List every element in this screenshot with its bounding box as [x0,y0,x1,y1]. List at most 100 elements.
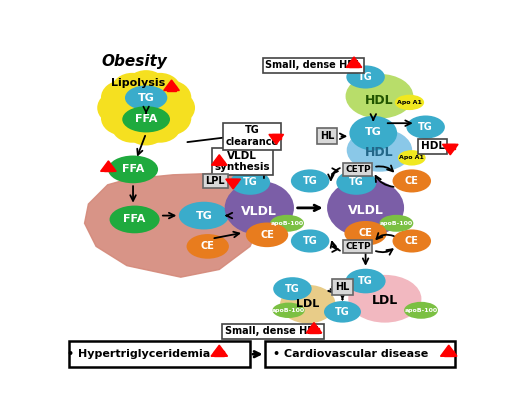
Ellipse shape [153,90,195,125]
Ellipse shape [139,108,181,143]
Text: Apo A1: Apo A1 [399,156,424,161]
Polygon shape [215,161,224,165]
Text: TG: TG [303,236,317,246]
Text: CE: CE [201,241,215,251]
Text: apoB-100: apoB-100 [270,221,304,226]
Text: TG: TG [349,178,364,188]
Text: TG: TG [243,178,258,188]
Ellipse shape [347,128,412,172]
Polygon shape [306,323,322,333]
Ellipse shape [404,302,438,319]
Text: TG: TG [358,276,373,286]
Ellipse shape [270,215,304,232]
Text: TG: TG [335,307,350,317]
Ellipse shape [346,74,413,118]
Ellipse shape [101,80,143,115]
Polygon shape [211,345,227,356]
Polygon shape [164,80,179,90]
Ellipse shape [348,275,421,323]
Text: Lipolysis: Lipolysis [111,78,165,88]
Ellipse shape [139,73,181,108]
Text: TG: TG [418,122,433,132]
Text: VLDL: VLDL [241,205,278,218]
Ellipse shape [346,65,385,88]
Text: TG: TG [285,284,300,294]
Ellipse shape [291,229,329,253]
Text: HDL: HDL [420,141,444,151]
Ellipse shape [113,79,179,137]
Ellipse shape [149,80,191,115]
Polygon shape [167,86,176,90]
Text: CE: CE [260,230,274,240]
Ellipse shape [186,234,229,259]
Ellipse shape [398,150,425,166]
FancyBboxPatch shape [69,341,250,367]
Text: TG
clearance: TG clearance [226,126,279,147]
Ellipse shape [273,277,312,300]
Ellipse shape [280,285,335,324]
Ellipse shape [345,221,387,246]
Text: FFA: FFA [123,214,146,224]
Ellipse shape [125,111,167,146]
Ellipse shape [230,170,270,195]
Polygon shape [229,179,238,183]
Text: apoB-100: apoB-100 [380,221,413,226]
Ellipse shape [101,100,143,135]
Text: VLDL
synthesis: VLDL synthesis [215,151,270,173]
Text: TG: TG [303,176,317,186]
Polygon shape [101,161,116,171]
Ellipse shape [393,229,431,253]
Ellipse shape [125,70,167,105]
Text: FFA: FFA [135,114,157,124]
Ellipse shape [324,301,361,323]
Polygon shape [104,167,113,171]
Text: LPL: LPL [206,176,225,186]
Text: • Cardiovascular disease: • Cardiovascular disease [272,349,428,359]
Text: LDL: LDL [296,299,319,309]
Text: CE: CE [358,228,373,238]
Text: apoB-100: apoB-100 [272,308,305,313]
Ellipse shape [111,108,154,143]
Text: CE: CE [405,176,419,186]
Ellipse shape [407,116,445,138]
Ellipse shape [272,303,305,318]
Polygon shape [211,155,227,165]
Polygon shape [346,57,362,68]
Text: HDL: HDL [365,93,394,107]
Polygon shape [440,345,457,356]
Text: CE: CE [405,236,419,246]
Polygon shape [269,134,284,144]
Ellipse shape [246,223,288,247]
Ellipse shape [327,178,404,237]
Ellipse shape [346,269,386,294]
Polygon shape [446,144,455,149]
Text: FFA: FFA [122,164,144,174]
Ellipse shape [149,100,191,135]
Text: VLDL: VLDL [348,204,383,218]
Text: LDL: LDL [372,294,398,307]
Ellipse shape [291,169,329,193]
Ellipse shape [393,169,431,193]
Text: TG: TG [138,93,155,103]
Polygon shape [442,144,458,155]
Polygon shape [444,352,454,356]
Polygon shape [84,173,269,277]
Ellipse shape [336,170,376,195]
Text: Apo A1: Apo A1 [397,100,422,105]
Ellipse shape [111,73,154,108]
Polygon shape [215,352,224,356]
Ellipse shape [108,156,158,183]
Text: TG: TG [196,211,212,221]
Ellipse shape [349,116,397,151]
Ellipse shape [379,215,413,232]
Text: HL: HL [335,282,350,292]
Polygon shape [272,134,281,139]
Polygon shape [309,329,318,333]
Text: CETP: CETP [345,242,371,251]
Text: HDL: HDL [365,146,394,159]
Ellipse shape [110,206,160,233]
Text: • Hypertriglyceridemia: • Hypertriglyceridemia [67,349,210,359]
Text: Obesity: Obesity [102,54,167,69]
Text: apoB-100: apoB-100 [404,308,438,313]
FancyBboxPatch shape [266,341,455,367]
